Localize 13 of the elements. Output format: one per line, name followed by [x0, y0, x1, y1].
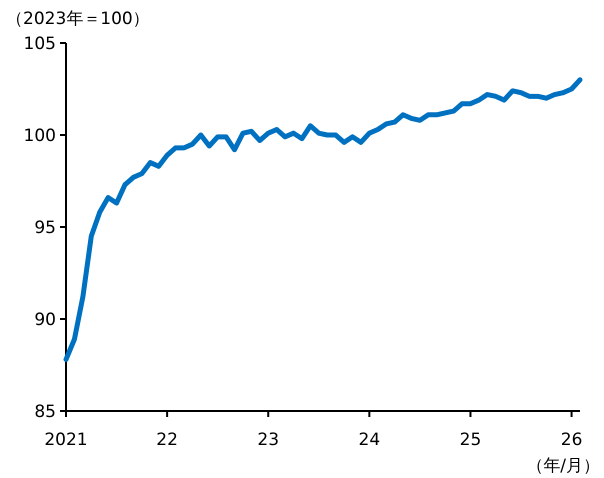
x-tick-label: 22	[156, 430, 178, 450]
y-tick-label: 90	[34, 310, 56, 330]
x-tick-label: 26	[560, 430, 582, 450]
x-tick-label: 2021	[44, 430, 88, 450]
y-tick-label: 85	[34, 402, 56, 422]
y-tick-label: 105	[24, 34, 56, 54]
x-tick-label: 24	[358, 430, 380, 450]
x-tick-label: 23	[257, 430, 280, 450]
x-axis-title: （年/月）	[526, 456, 600, 476]
y-tick-label: 95	[34, 218, 56, 238]
y-axis-title: （2023年＝100）	[6, 9, 150, 29]
y-tick-label: 100	[24, 126, 56, 146]
x-tick-label: 25	[460, 430, 482, 450]
